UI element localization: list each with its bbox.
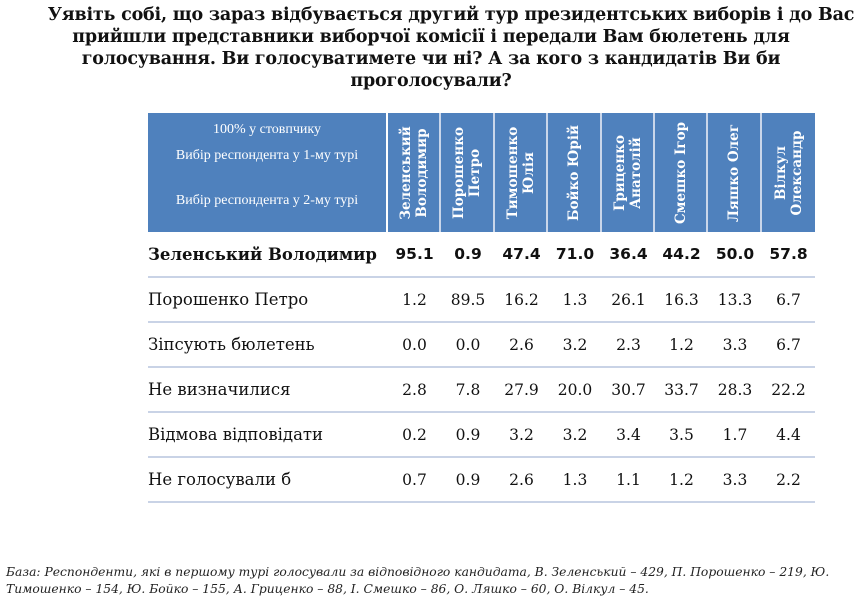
- table-cell: 3.2: [562, 335, 588, 354]
- table-cell: 1.3: [562, 290, 588, 309]
- table-cell: 3.5: [669, 425, 694, 444]
- table-cell: 3.4: [616, 425, 641, 444]
- column-header-zelenskyi: Зеленський Володимир: [388, 113, 441, 232]
- table-cell: 0.9: [454, 245, 482, 263]
- column-header-line: Зеленський: [397, 125, 414, 220]
- table-cell: 4.4: [776, 425, 801, 444]
- column-header-tymoshenko: Тимошенко Юлія: [495, 113, 548, 232]
- page-title: Уявіть собі, що зараз відбувається други…: [0, 4, 862, 92]
- row-label: Зіпсують бюлетень: [148, 335, 315, 354]
- column-header-boiko: Бойко Юрій: [548, 113, 602, 232]
- table-cell: 16.3: [664, 290, 699, 309]
- column-header-line: Вілкул: [772, 145, 789, 200]
- column-header-line: Юлія: [520, 151, 537, 194]
- table-cell: 33.7: [664, 380, 699, 399]
- title-line-4: проголосували?: [350, 71, 512, 91]
- table-cell: 6.7: [776, 290, 801, 309]
- table-cell: 44.2: [662, 245, 701, 263]
- table-cell: 0.0: [455, 335, 481, 354]
- title-line-1: Уявіть собі, що зараз відбувається други…: [47, 5, 855, 25]
- table-row: Відмова відповідати 0.2 0.9 3.2 3.2 3.4 …: [148, 413, 815, 458]
- table-cell: 71.0: [555, 245, 595, 263]
- table-cell: 13.3: [717, 290, 753, 309]
- column-header-line: Тимошенко: [504, 126, 521, 219]
- column-header-hrytsenko: Гриценко Анатолій: [602, 113, 655, 232]
- column-header-smeshko: Смешко Ігор: [655, 113, 708, 232]
- table-cell: 2.6: [509, 470, 534, 489]
- table-cell: 7.8: [455, 380, 481, 399]
- column-header-line: Володимир: [413, 127, 430, 218]
- row-label: Не голосували б: [148, 470, 292, 489]
- table-row: Зіпсують бюлетень 0.0 0.0 2.6 3.2 2.3 1.…: [148, 323, 815, 368]
- title-line-3: голосування. Ви голосуватимете чи ні? А …: [81, 49, 781, 69]
- column-header-line: Олександр: [788, 130, 805, 215]
- table-cell: 47.4: [502, 245, 541, 263]
- column-header-poroshenko: Порошенко Петро: [441, 113, 495, 232]
- table-cell: 95.1: [395, 245, 434, 263]
- table-cell: 1.2: [402, 290, 427, 309]
- column-header-line: Анатолій: [627, 136, 644, 209]
- column-header-line: Порошенко: [451, 126, 467, 219]
- table-cell: 26.1: [611, 290, 646, 309]
- table-cell: 0.0: [402, 335, 427, 354]
- row-label: Не визначилися: [148, 380, 291, 399]
- table-cell: 20.0: [557, 380, 593, 399]
- table-cell: 22.2: [771, 380, 806, 399]
- table-cell: 2.3: [616, 335, 641, 354]
- row-label: Зеленський Володимир: [148, 244, 377, 264]
- table-header: 100% у стовпчику Вибір респондента у 1-м…: [148, 113, 815, 232]
- row-label: Відмова відповідати: [148, 425, 324, 444]
- table-cell: 1.7: [722, 425, 748, 444]
- column-header-line: Смешко Ігор: [672, 121, 689, 224]
- table-cell: 1.3: [562, 470, 588, 489]
- footnote-line-2: Тимошенко – 154, Ю. Бойко – 155, А. Гриц…: [6, 582, 649, 596]
- table-cell: 0.9: [455, 470, 481, 489]
- column-header-line: Бойко Юрій: [566, 124, 582, 221]
- stub-header-first-round: Вибір респондента у 1-му турі: [175, 148, 359, 163]
- table-cell: 2.2: [776, 470, 801, 489]
- table-cell: 3.2: [562, 425, 588, 444]
- crosstab-table: 100% у стовпчику Вибір респондента у 1-м…: [148, 113, 815, 503]
- row-label: Порошенко Петро: [148, 290, 309, 309]
- table-cell: 1.2: [669, 470, 694, 489]
- base-footnote: База: Респонденти, які в першому турі го…: [6, 564, 856, 598]
- table-cell: 1.1: [616, 470, 641, 489]
- column-header-vilkul: Вілкул Олександр: [762, 113, 815, 232]
- table-cell: 3.2: [509, 425, 534, 444]
- table-cell: 1.2: [669, 335, 694, 354]
- table-cell: 3.3: [722, 335, 748, 354]
- table-cell: 6.7: [776, 335, 801, 354]
- column-header-line: Ляшко Олег: [726, 123, 742, 222]
- table-row: Зеленський Володимир 95.1 0.9 47.4 71.0 …: [148, 232, 815, 278]
- table-cell: 30.7: [611, 380, 646, 399]
- column-header-liashko: Ляшко Олег: [708, 113, 762, 232]
- column-header-line: Гриценко: [611, 134, 628, 211]
- stub-header: 100% у стовпчику Вибір респондента у 1-м…: [148, 113, 388, 232]
- table-cell: 3.3: [722, 470, 748, 489]
- table-cell: 2.8: [402, 380, 427, 399]
- column-header-line: Петро: [467, 148, 483, 197]
- title-line-2: прийшли представники виборчої комісії і …: [72, 27, 790, 47]
- table-cell: 89.5: [450, 290, 486, 309]
- table-cell: 57.8: [769, 245, 808, 263]
- table-cell: 36.4: [609, 245, 648, 263]
- table-cell: 2.6: [509, 335, 534, 354]
- table-cell: 0.2: [402, 425, 427, 444]
- footnote-line-1: База: Респонденти, які в першому турі го…: [6, 565, 830, 579]
- table-cell: 0.7: [402, 470, 427, 489]
- table-cell: 28.3: [717, 380, 753, 399]
- table-row: Не визначилися 2.8 7.8 27.9 20.0 30.7 33…: [148, 368, 815, 413]
- table-cell: 0.9: [455, 425, 481, 444]
- stub-header-percent-note: 100% у стовпчику: [212, 122, 322, 137]
- table-cell: 16.2: [504, 290, 539, 309]
- table-row: Не голосували б 0.7 0.9 2.6 1.3 1.1 1.2 …: [148, 458, 815, 503]
- table-cell: 50.0: [715, 245, 755, 263]
- stub-header-second-round: Вибір респондента у 2-му турі: [175, 193, 359, 208]
- table-cell: 27.9: [504, 380, 539, 399]
- table-row: Порошенко Петро 1.2 89.5 16.2 1.3 26.1 1…: [148, 278, 815, 323]
